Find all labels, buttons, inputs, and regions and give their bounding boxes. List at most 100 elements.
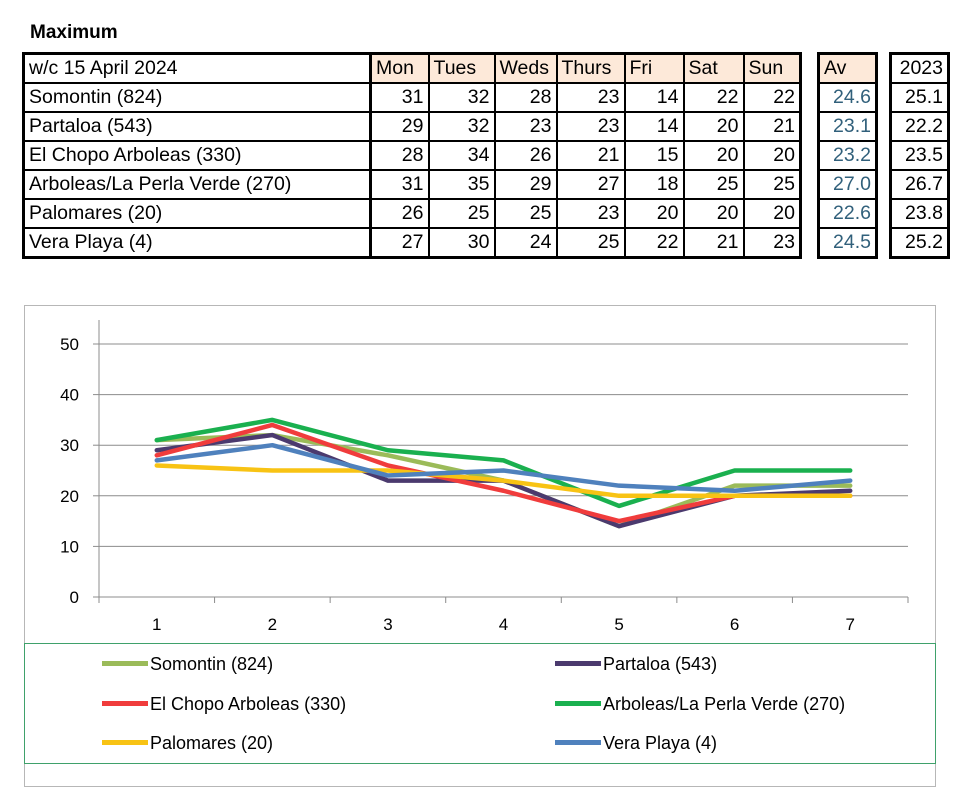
series-line [154, 422, 853, 524]
prev-year-row: 25.1 [889, 82, 950, 113]
day-value: 35 [427, 169, 496, 200]
day-header: Sun [742, 52, 802, 84]
day-value: 31 [369, 169, 430, 200]
prev-year-value: 26.7 [889, 169, 950, 200]
prev-year-row: 22.2 [889, 111, 950, 142]
av-header-row: Av [817, 52, 878, 84]
y-tick-label: 30 [60, 436, 79, 455]
series-line [154, 417, 853, 509]
prev-year-value: 25.2 [889, 227, 950, 259]
day-value: 23 [493, 111, 558, 142]
day-value: 20 [682, 111, 745, 142]
y-tick-label: 20 [60, 487, 79, 506]
day-value: 32 [427, 82, 496, 113]
av-row: 23.1 [817, 111, 878, 142]
legend-swatch [555, 700, 601, 706]
legend-swatch [555, 660, 601, 666]
station-name: El Chopo Arboleas (330) [22, 140, 372, 171]
table-row: Somontin (824) 31 32 28 23 14 22 22 [22, 82, 802, 113]
av-row: 27.0 [817, 169, 878, 200]
day-value: 30 [427, 227, 496, 259]
x-tick-label: 1 [152, 615, 161, 634]
legend-entry: Partaloa (543) [555, 654, 717, 675]
day-value: 23 [555, 198, 626, 229]
day-value: 29 [493, 169, 558, 200]
day-value: 21 [742, 111, 802, 142]
av-row: 24.6 [817, 82, 878, 113]
day-value: 29 [369, 111, 430, 142]
day-value: 18 [623, 169, 685, 200]
prev-year-value: 23.5 [889, 140, 950, 171]
av-row: 22.6 [817, 198, 878, 229]
day-header: Sat [682, 52, 745, 84]
average-value: 24.5 [817, 227, 878, 259]
table-row: Arboleas/La Perla Verde (270) 31 35 29 27 18 2… [22, 169, 802, 200]
station-name: Palomares (20) [22, 198, 372, 229]
prev-year-value: 23.8 [889, 198, 950, 229]
av-row: 23.2 [817, 140, 878, 171]
prev-year-value: 22.2 [889, 111, 950, 142]
station-name: Vera Playa (4) [22, 227, 372, 259]
day-value: 26 [493, 140, 558, 171]
day-value: 22 [682, 82, 745, 113]
chart-area: 0 10 20 30 40 50 1 2 3 4 5 6 7 [24, 305, 936, 787]
day-value: 15 [623, 140, 685, 171]
day-value: 14 [623, 111, 685, 142]
chart-legend: Somontin (824) Partaloa (543) El Chopo Arb… [24, 643, 936, 764]
legend-label: Palomares (20) [150, 733, 274, 753]
legend-entry: El Chopo Arboleas (330) [102, 694, 346, 715]
legend-entry: Palomares (20) [102, 733, 273, 754]
day-value: 32 [427, 111, 496, 142]
prev-year-row: 26.7 [889, 169, 950, 200]
day-value: 27 [369, 227, 430, 259]
day-value: 20 [623, 198, 685, 229]
day-value: 31 [369, 82, 430, 113]
y-tick-label: 40 [60, 386, 79, 405]
day-value: 34 [427, 140, 496, 171]
average-value: 24.6 [817, 82, 878, 113]
table-header-row: w/c 15 April 2024 Mon Tues Weds Thurs Fri Sat S… [22, 52, 802, 84]
day-header: Mon [369, 52, 430, 84]
station-name: Partaloa (543) [22, 111, 372, 142]
y-tick-label: 10 [60, 537, 79, 556]
x-tick-label: 5 [614, 615, 623, 634]
legend-swatch [102, 660, 148, 666]
legend-label: Partaloa (543) [603, 654, 718, 674]
day-value: 20 [742, 198, 802, 229]
prev-year-row: 23.5 [889, 140, 950, 171]
day-value: 20 [682, 198, 745, 229]
day-header: Tues [427, 52, 496, 84]
y-tick-label: 0 [70, 588, 79, 607]
average-value: 22.6 [817, 198, 878, 229]
day-header: Fri [623, 52, 685, 84]
table-row: Partaloa (543) 29 32 23 23 14 20 21 [22, 111, 802, 142]
table-row: Palomares (20) 26 25 25 23 20 20 20 [22, 198, 802, 229]
day-value: 25 [555, 227, 626, 259]
day-value: 28 [493, 82, 558, 113]
y-tick-label: 50 [60, 335, 79, 354]
day-value: 25 [742, 169, 802, 200]
day-header: Weds [493, 52, 558, 84]
average-value: 23.2 [817, 140, 878, 171]
day-value: 22 [623, 227, 685, 259]
series-line [154, 442, 853, 493]
day-value: 25 [493, 198, 558, 229]
page-title: Maximum [30, 22, 118, 43]
day-value: 24 [493, 227, 558, 259]
day-value: 21 [555, 140, 626, 171]
legend-label: El Chopo Arboleas (330) [150, 694, 347, 714]
day-value: 20 [682, 140, 745, 171]
prev-year-table: 2023 25.1 22.2 23.5 26.7 23.8 25.2 [889, 52, 950, 259]
line-chart: 0 10 20 30 40 50 1 2 3 4 5 6 7 [60, 320, 909, 634]
table-row: El Chopo Arboleas (330) 28 34 26 21 15 20 20 [22, 140, 802, 171]
series-line [154, 463, 853, 499]
station-name: Arboleas/La Perla Verde (270) [22, 169, 372, 200]
day-value: 23 [742, 227, 802, 259]
day-value: 20 [742, 140, 802, 171]
day-header: Thurs [555, 52, 626, 84]
day-value: 22 [742, 82, 802, 113]
week-label: w/c 15 April 2024 [22, 52, 372, 84]
x-tick-label: 4 [499, 615, 508, 634]
day-value: 23 [555, 82, 626, 113]
legend-label: Vera Playa (4) [603, 733, 718, 753]
